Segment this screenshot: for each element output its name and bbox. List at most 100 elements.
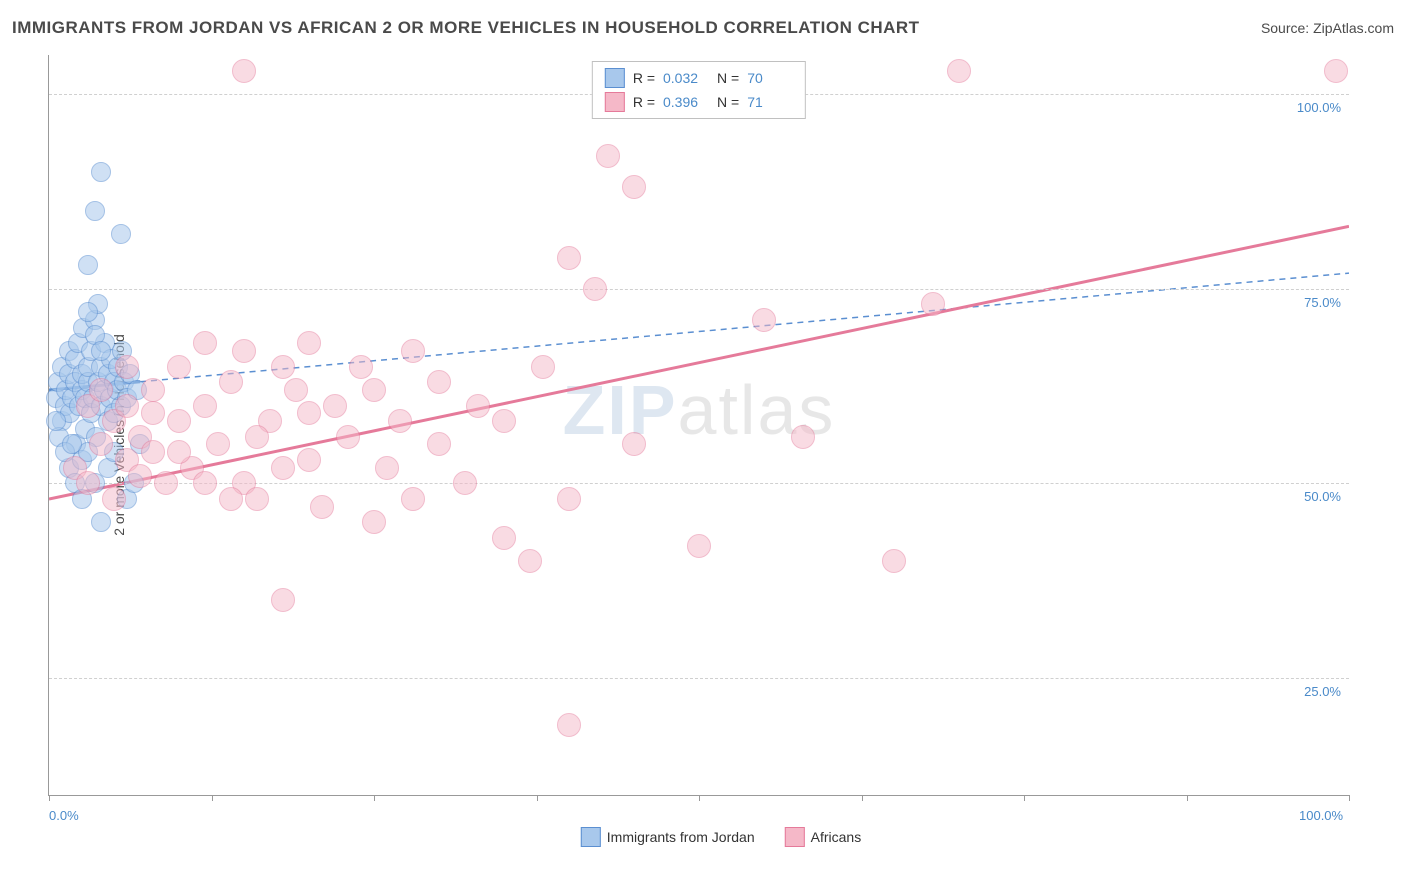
data-point xyxy=(219,487,243,511)
data-point xyxy=(141,378,165,402)
data-point xyxy=(111,224,131,244)
x-tick xyxy=(537,795,538,801)
data-point xyxy=(518,549,542,573)
data-point xyxy=(76,471,100,495)
data-point xyxy=(271,588,295,612)
swatch-series-2 xyxy=(605,92,625,112)
data-point xyxy=(141,401,165,425)
data-point xyxy=(1324,59,1348,83)
n-value-1: 70 xyxy=(747,70,793,86)
plot-container: 2 or more Vehicles in Household ZIPatlas… xyxy=(48,55,1394,815)
stats-legend: R = 0.032 N = 70 R = 0.396 N = 71 xyxy=(592,61,806,119)
data-point xyxy=(401,339,425,363)
y-tick-label: 25.0% xyxy=(1304,684,1341,699)
data-point xyxy=(167,409,191,433)
data-point xyxy=(115,355,139,379)
trend-lines xyxy=(49,55,1349,795)
data-point xyxy=(85,201,105,221)
data-point xyxy=(687,534,711,558)
data-point xyxy=(62,434,82,454)
x-tick xyxy=(49,795,50,801)
data-point xyxy=(91,341,111,361)
plot-area: ZIPatlas R = 0.032 N = 70 R = 0.396 N = … xyxy=(48,55,1349,796)
legend-swatch-1 xyxy=(581,827,601,847)
data-point xyxy=(557,487,581,511)
title-bar: IMMIGRANTS FROM JORDAN VS AFRICAN 2 OR M… xyxy=(12,18,1394,38)
data-point xyxy=(102,487,126,511)
data-point xyxy=(91,162,111,182)
grid-line xyxy=(49,678,1349,679)
data-point xyxy=(531,355,555,379)
stats-legend-row-2: R = 0.396 N = 71 xyxy=(605,90,793,114)
legend-item-2: Africans xyxy=(785,827,862,847)
data-point xyxy=(362,510,386,534)
x-tick xyxy=(699,795,700,801)
watermark-zip: ZIP xyxy=(563,371,678,449)
data-point xyxy=(78,255,98,275)
data-point xyxy=(388,409,412,433)
data-point xyxy=(91,512,111,532)
data-point xyxy=(336,425,360,449)
data-point xyxy=(193,471,217,495)
data-point xyxy=(466,394,490,418)
data-point xyxy=(46,411,66,431)
legend-swatch-2 xyxy=(785,827,805,847)
stats-legend-row-1: R = 0.032 N = 70 xyxy=(605,66,793,90)
chart-title: IMMIGRANTS FROM JORDAN VS AFRICAN 2 OR M… xyxy=(12,18,920,38)
data-point xyxy=(375,456,399,480)
data-point xyxy=(193,394,217,418)
data-point xyxy=(427,432,451,456)
legend-item-1: Immigrants from Jordan xyxy=(581,827,755,847)
x-tick xyxy=(1349,795,1350,801)
data-point xyxy=(245,487,269,511)
n-value-2: 71 xyxy=(747,94,793,110)
data-point xyxy=(284,378,308,402)
data-point xyxy=(232,339,256,363)
data-point xyxy=(219,370,243,394)
data-point xyxy=(310,495,334,519)
source-label: Source: ZipAtlas.com xyxy=(1261,20,1394,36)
swatch-series-1 xyxy=(605,68,625,88)
x-tick-label: 100.0% xyxy=(1299,808,1343,823)
data-point xyxy=(882,549,906,573)
data-point xyxy=(583,277,607,301)
data-point xyxy=(791,425,815,449)
r-value-1: 0.032 xyxy=(663,70,709,86)
data-point xyxy=(557,713,581,737)
data-point xyxy=(947,59,971,83)
data-point xyxy=(297,401,321,425)
y-tick-label: 75.0% xyxy=(1304,295,1341,310)
data-point xyxy=(271,456,295,480)
grid-line xyxy=(49,289,1349,290)
data-point xyxy=(128,464,152,488)
data-point xyxy=(271,355,295,379)
data-point xyxy=(167,355,191,379)
data-point xyxy=(921,292,945,316)
legend-label-2: Africans xyxy=(811,829,862,845)
data-point xyxy=(362,378,386,402)
data-point xyxy=(557,246,581,270)
data-point xyxy=(167,440,191,464)
data-point xyxy=(245,425,269,449)
data-point xyxy=(596,144,620,168)
r-label-2: R = xyxy=(633,94,655,110)
n-label-1: N = xyxy=(717,70,739,86)
r-label-1: R = xyxy=(633,70,655,86)
x-tick xyxy=(1187,795,1188,801)
y-tick-label: 100.0% xyxy=(1297,100,1341,115)
r-value-2: 0.396 xyxy=(663,94,709,110)
data-point xyxy=(141,440,165,464)
data-point xyxy=(492,409,516,433)
data-point xyxy=(349,355,373,379)
x-tick xyxy=(374,795,375,801)
data-point xyxy=(401,487,425,511)
data-point xyxy=(323,394,347,418)
data-point xyxy=(492,526,516,550)
data-point xyxy=(154,471,178,495)
data-point xyxy=(297,448,321,472)
data-point xyxy=(206,432,230,456)
data-point xyxy=(78,302,98,322)
legend-label-1: Immigrants from Jordan xyxy=(607,829,755,845)
data-point xyxy=(752,308,776,332)
data-point xyxy=(89,378,113,402)
